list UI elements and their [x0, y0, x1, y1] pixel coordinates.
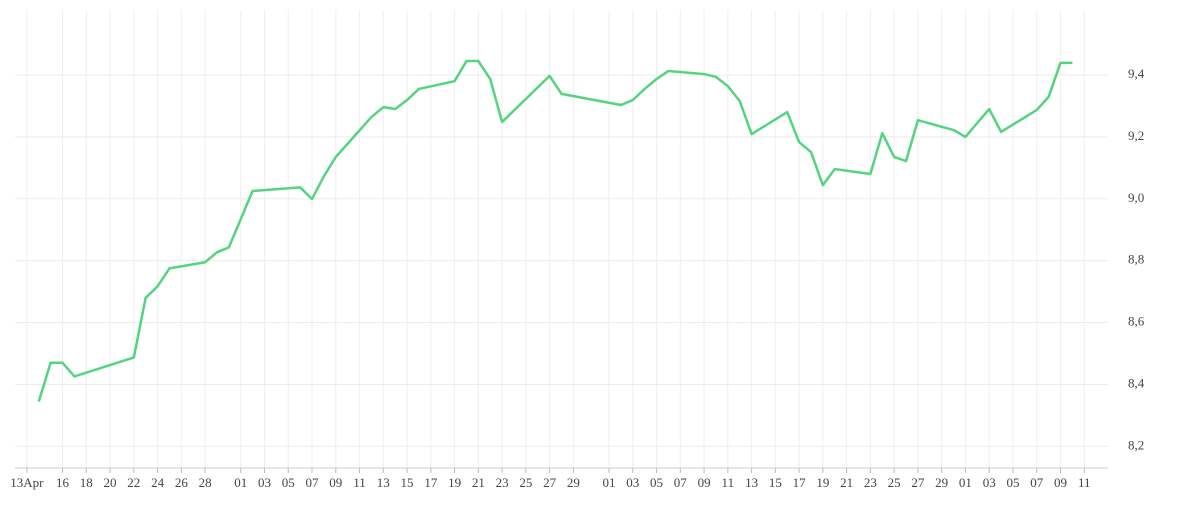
x-tick-label: 19 [816, 475, 829, 490]
y-tick-label: 8,8 [1128, 252, 1144, 267]
x-tick-label: 23 [864, 475, 877, 490]
x-tick-label: 20 [104, 475, 117, 490]
x-tick-label: 23 [496, 475, 509, 490]
x-tick-label: 05 [282, 475, 295, 490]
x-tick-label: 07 [674, 475, 688, 490]
x-tick-label: 16 [56, 475, 70, 490]
x-tick-label: 03 [983, 475, 996, 490]
x-tick-label: 21 [840, 475, 853, 490]
x-tick-label: 07 [306, 475, 320, 490]
y-tick-label: 8,6 [1128, 314, 1145, 329]
x-tick-label: 17 [793, 475, 807, 490]
x-tick-label: 11 [722, 475, 735, 490]
x-tick-label: 26 [175, 475, 189, 490]
x-tick-label: 01 [959, 475, 972, 490]
x-tick-label: 29 [567, 475, 580, 490]
x-tick-label: 13 [377, 475, 390, 490]
x-tick-label: 24 [151, 475, 165, 490]
data-line [37, 59, 1073, 402]
x-tick-label: 11 [353, 475, 366, 490]
x-tick-label: 27 [911, 475, 925, 490]
y-tick-label: 8,2 [1128, 437, 1144, 452]
x-tick-label: 01 [603, 475, 616, 490]
x-tick-label: 09 [1054, 475, 1067, 490]
x-tick-label: 03 [258, 475, 271, 490]
x-tick-label: 18 [80, 475, 93, 490]
x-tick-label: 07 [1030, 475, 1044, 490]
x-tick-label: 03 [626, 475, 639, 490]
y-tick-label: 8,4 [1128, 375, 1145, 390]
x-tick-label: 01 [234, 475, 247, 490]
x-tick-label: 17 [424, 475, 438, 490]
x-tick-label: 05 [1006, 475, 1019, 490]
x-tick-label: 11 [1078, 475, 1091, 490]
x-tick-label: 25 [888, 475, 901, 490]
y-tick-label: 9,4 [1128, 66, 1145, 81]
plot-area [15, 10, 1108, 468]
x-tick-label: 25 [519, 475, 532, 490]
x-tick-label: 09 [698, 475, 711, 490]
x-tick-label: 09 [329, 475, 342, 490]
y-tick-label: 9,0 [1128, 190, 1144, 205]
x-tick-label: 29 [935, 475, 948, 490]
x-tick-label: 13 [745, 475, 758, 490]
y-tick-label: 9,2 [1128, 128, 1144, 143]
x-tick-label: 21 [472, 475, 485, 490]
x-tick-label: 27 [543, 475, 557, 490]
x-tick-label: 15 [769, 475, 782, 490]
x-tick-label: 28 [199, 475, 212, 490]
x-tick-label: 13Apr [10, 475, 44, 490]
x-tick-label: 22 [127, 475, 140, 490]
x-tick-label: 19 [448, 475, 461, 490]
x-tick-label: 15 [401, 475, 414, 490]
x-tick-label: 05 [650, 475, 663, 490]
